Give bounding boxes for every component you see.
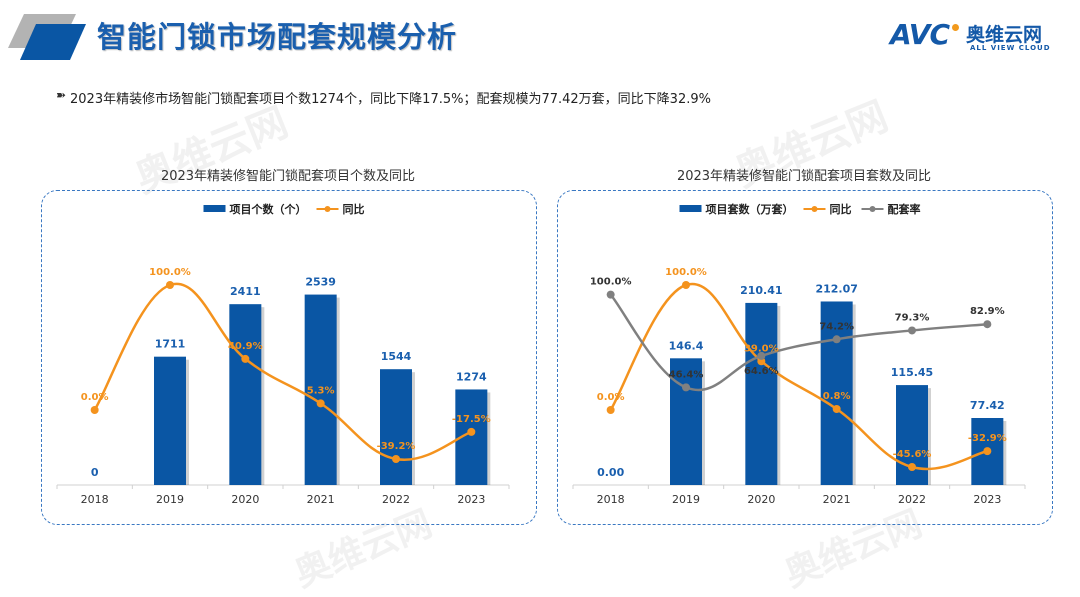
legend-label: 同比 (343, 202, 365, 216)
summary-text: 2023年精装修市场智能门锁配套项目个数1274个，同比下降17.5%；配套规模… (70, 92, 711, 107)
chart2-svg: 项目套数（万套） 同比 配套率 2018 2019 2020 2021 2022 2023 0.0… (572, 202, 1026, 506)
rate-point (983, 320, 992, 329)
bar-value-label: 77.42 (970, 399, 1005, 412)
yoy-label: 0.0% (81, 392, 109, 403)
legend-label: 同比 (830, 202, 852, 216)
bar (304, 294, 337, 485)
bar (820, 301, 853, 485)
bar-value-label: 210.41 (740, 284, 782, 297)
brand-cn-text: 奥维云网 (966, 24, 1043, 46)
yoy-label: -45.6% (893, 449, 932, 460)
header-logo-icon (8, 14, 86, 60)
bar (745, 302, 778, 485)
bar (229, 304, 262, 485)
yoy-label: 0.0% (597, 392, 625, 403)
x-tick-label: 2021 (823, 493, 851, 506)
x-tick-label: 2018 (597, 493, 625, 506)
bar-value-label: 0 (91, 466, 99, 479)
rate-point (757, 351, 766, 360)
legend-label: 配套率 (888, 202, 921, 216)
legend-label: 项目个数（个） (230, 202, 307, 216)
yoy-point (832, 405, 841, 413)
rate-label: 64.6% (744, 366, 779, 377)
bar-value-label: 1274 (456, 370, 487, 383)
yoy-point (908, 463, 916, 471)
legend-item-bar: 项目个数（个） (203, 202, 307, 216)
chart2-title: 2023年精装修智能门锁配套项目套数及同比 (676, 169, 932, 184)
bar-value-label: 146.4 (669, 339, 704, 352)
legend-item-rate: 配套率 (861, 202, 921, 216)
bar-value-label: 115.45 (891, 366, 933, 379)
bar-value-label: 212.07 (815, 282, 857, 295)
chart1-title: 2023年精装修智能门锁配套项目个数及同比 (160, 169, 416, 184)
bar-value-label: 1544 (381, 350, 412, 363)
yoy-label: 39.0% (744, 343, 779, 354)
x-tick-label: 2022 (898, 493, 926, 506)
legend-swatch-marker (324, 206, 331, 212)
yoy-label: -32.9% (968, 433, 1007, 444)
yoy-label: -39.2% (377, 441, 416, 452)
bar (380, 369, 412, 485)
yoy-label: 0.8% (823, 391, 851, 402)
brand-avc-text: AVC (890, 18, 950, 51)
x-tick-label: 2019 (672, 493, 700, 506)
yoy-point (241, 354, 250, 363)
rate-label: 100.0% (590, 277, 632, 288)
brand-en-text: ALL VIEW CLOUD (970, 44, 1051, 52)
x-tick-label: 2023 (457, 493, 485, 506)
x-tick-label: 2021 (307, 493, 335, 506)
legend-item-yoy: 同比 (803, 202, 852, 216)
bar (154, 356, 186, 485)
legend-swatch-marker (869, 206, 876, 212)
yoy-label: -17.5% (452, 414, 491, 425)
rate-label: 82.9% (970, 306, 1005, 317)
yoy-point (682, 281, 690, 289)
double-arrow-bullet-icon: ➽ (56, 88, 67, 102)
yoy-label: 100.0% (665, 267, 707, 278)
yoy-point (166, 281, 174, 289)
yoy-label: 5.3% (307, 385, 335, 396)
x-tick-label: 2020 (747, 493, 775, 506)
yoy-label: 100.0% (149, 267, 191, 278)
rate-point (682, 383, 690, 392)
rate-point (606, 290, 615, 299)
watermark: 奥维云网 (128, 99, 295, 203)
x-tick-label: 2018 (81, 493, 109, 506)
yoy-point (467, 427, 476, 436)
rate-label: 79.3% (895, 312, 930, 323)
bar-value-label: 2411 (230, 285, 261, 298)
yoy-label: 40.9% (228, 341, 263, 352)
yoy-point (316, 399, 325, 408)
rate-point (908, 326, 916, 335)
bar-value-label: 1711 (155, 338, 186, 351)
bar-value-label: 0.00 (597, 466, 624, 479)
x-tick-label: 2023 (973, 493, 1001, 506)
legend-label: 项目套数（万套） (706, 202, 794, 216)
legend-swatch-bar (203, 205, 226, 212)
yoy-point (606, 406, 615, 414)
legend-swatch-bar (679, 205, 702, 212)
legend-swatch-marker (811, 206, 818, 212)
x-tick-label: 2019 (156, 493, 184, 506)
rate-label: 46.4% (669, 369, 704, 380)
brand-dot-icon (952, 24, 959, 31)
bar (670, 358, 702, 485)
page-title: 智能门锁市场配套规模分析 (97, 20, 458, 54)
chart1-svg: 项目个数（个） 同比 2018 2019 2020 2021 2022 2023 0 1711 24… (56, 202, 510, 506)
chart1-panel (41, 190, 537, 525)
yoy-point (392, 455, 400, 463)
x-tick-label: 2022 (382, 493, 410, 506)
rate-label: 74.2% (819, 321, 854, 332)
rate-point (832, 335, 841, 344)
legend-item-yoy: 同比 (316, 202, 365, 216)
bar-value-label: 2539 (305, 276, 336, 289)
legend-item-bar: 项目套数（万套） (679, 202, 794, 216)
yoy-point (983, 447, 992, 456)
x-tick-label: 2020 (231, 493, 259, 506)
chart2-panel (557, 190, 1053, 525)
yoy-point (90, 406, 99, 414)
